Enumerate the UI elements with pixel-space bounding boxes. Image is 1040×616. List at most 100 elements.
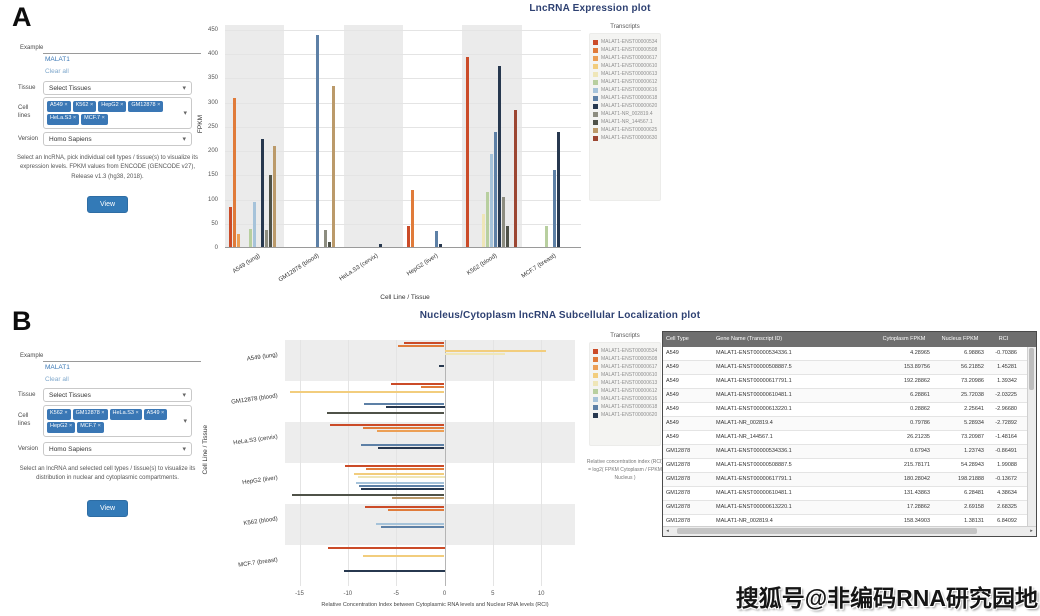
- table-row[interactable]: GM12878 MALAT1-NR_002819.4 158.34903 1.3813…: [663, 515, 1036, 529]
- cell-tag[interactable]: A549: [143, 409, 168, 420]
- y-tick-label: 300: [207, 99, 218, 106]
- legend-label: MALAT1-ENST00000534336.1: [601, 348, 657, 354]
- table-cell: GM12878: [666, 518, 691, 524]
- bar: [498, 66, 501, 248]
- table-cell: MALAT1-ENST00000613220.1: [716, 504, 792, 510]
- y-category-label: A549 (lung): [246, 351, 279, 363]
- table-cell: A549: [666, 378, 679, 384]
- bar: [545, 226, 549, 248]
- scroll-right-icon[interactable]: ▸: [1030, 528, 1033, 534]
- x-tick-label: -5: [393, 591, 399, 597]
- legend-label: MALAT1-ENST00000534336.1: [601, 39, 657, 45]
- clear-all-link[interactable]: Clear all: [45, 376, 69, 383]
- y-tick-label: 150: [207, 172, 218, 179]
- bar: [375, 523, 445, 526]
- table-cell: 153.89756: [904, 364, 930, 370]
- x-tick-label: -15: [295, 591, 304, 597]
- legend-color-chip: [593, 380, 598, 386]
- bar: [421, 385, 445, 388]
- cell-tag[interactable]: K562: [47, 409, 71, 420]
- gene-link[interactable]: MALAT1: [45, 56, 70, 63]
- legend-b-title: Transcripts: [610, 333, 640, 339]
- version-select[interactable]: Homo Sapiens ▾: [43, 442, 192, 456]
- table-cell: 1.45281: [997, 364, 1017, 370]
- gene-input[interactable]: [43, 361, 201, 362]
- clear-all-link[interactable]: Clear all: [45, 68, 69, 75]
- legend-item: MALAT1-ENST00000613220.1: [593, 71, 657, 77]
- cell-tag[interactable]: HeLa.S3: [109, 409, 142, 420]
- bar: [392, 496, 445, 499]
- column-header[interactable]: Cytoplasm FPKM: [882, 336, 926, 342]
- bar: [327, 546, 445, 549]
- legend-label: MALAT1-ENST00000508887.5: [601, 47, 657, 53]
- vertical-scrollbar[interactable]: [1027, 347, 1036, 527]
- table-row[interactable]: A549 MALAT1-ENST00000534336.1 4.28965 6.988…: [663, 347, 1036, 361]
- table-row[interactable]: GM12878 MALAT1-ENST00000617791.1 180.28042…: [663, 473, 1036, 487]
- column-header[interactable]: Cell Type: [666, 336, 689, 342]
- gridline: [299, 340, 301, 586]
- cell-multiselect[interactable]: ▾ A549K562HepG2GM12878 HeLa.S3MCF.7: [43, 97, 192, 129]
- cell-tag[interactable]: MCF.7: [81, 114, 108, 125]
- view-button[interactable]: View: [87, 500, 129, 517]
- table-row[interactable]: GM12878 MALAT1-ENST00000508887.5 215.78171…: [663, 459, 1036, 473]
- cell-tag[interactable]: GM12878: [128, 101, 164, 112]
- tissue-select[interactable]: Select Tissues ▾: [43, 81, 192, 95]
- panel-b-label: B: [12, 306, 32, 336]
- y-tick-label: 50: [211, 220, 218, 227]
- legend-color-chip: [593, 63, 598, 69]
- cell-tag[interactable]: HepG2: [98, 101, 127, 112]
- gene-input[interactable]: [43, 53, 201, 54]
- y-tick-label: 100: [207, 196, 218, 203]
- table-row[interactable]: GM12878 MALAT1-ENST00000610481.1 131.43863…: [663, 487, 1036, 501]
- cell-tag[interactable]: MCF.7: [77, 422, 104, 433]
- legend-label: MALAT1-ENST00000613220.1: [601, 71, 657, 77]
- example-label: Example: [20, 45, 44, 51]
- gene-link[interactable]: MALAT1: [45, 364, 70, 371]
- table-row[interactable]: A549 MALAT1-ENST00000617791.1 192.28862 73.…: [663, 375, 1036, 389]
- table-cell: MALAT1-NR_002819.4: [716, 420, 773, 426]
- view-button[interactable]: View: [87, 196, 129, 213]
- table-row[interactable]: A549 MALAT1-NR_144567.1 26.21235 73.20987 -1…: [663, 431, 1036, 445]
- x-tick-label: 5: [491, 591, 495, 597]
- cell-tag[interactable]: GM12878: [72, 409, 108, 420]
- legend-label: MALAT1-ENST00000613220.1: [601, 380, 657, 386]
- horizontal-scrollbar[interactable]: ◂ ▸: [663, 526, 1036, 536]
- panel-a-controls: Example MALAT1 Clear all Tissue Select T…: [10, 40, 205, 220]
- localization-data-table: Cell Type Gene Name (Transcript ID) Cytopl…: [662, 331, 1037, 537]
- cell-tag[interactable]: HepG2: [47, 422, 76, 433]
- table-cell: MALAT1-ENST00000534336.1: [716, 350, 792, 356]
- table-row[interactable]: A549 MALAT1-NR_002819.4 0.79786 5.28934 -2.7…: [663, 417, 1036, 431]
- tissue-select[interactable]: Select Tissues ▾: [43, 388, 192, 402]
- version-select[interactable]: Homo Sapiens ▾: [43, 132, 192, 146]
- table-row[interactable]: GM12878 MALAT1-ENST00000613220.1 17.28862 2…: [663, 501, 1036, 515]
- bar: [355, 482, 445, 485]
- version-select-value: Homo Sapiens: [49, 445, 92, 453]
- column-header[interactable]: RCI: [998, 336, 1009, 342]
- legend-label: MALAT1-ENST00000625212.1: [601, 127, 657, 133]
- y-category-label: HeLa.S3 (cervix): [232, 433, 279, 446]
- cell-tag[interactable]: HeLa.S3: [47, 114, 80, 125]
- table-row[interactable]: A549 MALAT1-ENST00000610481.1 6.28861 25.72…: [663, 389, 1036, 403]
- y-tick-label: 350: [207, 75, 218, 82]
- legend-color-chip: [593, 404, 598, 410]
- panel-b-title: Nucleus/Cytoplasm lncRNA Subcellular Loc…: [419, 310, 701, 321]
- legend-label: MALAT1-ENST00000617791.1: [601, 364, 657, 370]
- panel-a-help-text: Select an lncRNA, pick individual cell t…: [16, 155, 199, 180]
- horizontal-scrollbar-thumb[interactable]: [677, 528, 977, 534]
- version-label: Version: [18, 136, 39, 142]
- scroll-left-icon[interactable]: ◂: [666, 528, 669, 534]
- table-cell: 25.72038: [961, 392, 984, 398]
- chevron-down-icon: ▾: [182, 85, 186, 92]
- example-label: Example: [20, 353, 44, 359]
- cell-tag[interactable]: K562: [72, 101, 97, 112]
- cell-tag[interactable]: A549: [47, 101, 71, 112]
- cell-multiselect[interactable]: ▾ K562GM12878HeLa.S3A549 HepG2MCF.7: [43, 405, 192, 437]
- table-row[interactable]: GM12878 MALAT1-ENST00000534336.1 0.67943 1.…: [663, 445, 1036, 459]
- legend-b: MALAT1-ENST00000534336.1 MALAT1-ENST00000…: [589, 342, 661, 446]
- table-row[interactable]: A549 MALAT1-ENST00000613220.1 0.28862 2.256…: [663, 403, 1036, 417]
- column-header[interactable]: Nucleus FPKM: [941, 336, 979, 342]
- column-header[interactable]: Gene Name (Transcript ID): [716, 336, 783, 342]
- vertical-scrollbar-thumb[interactable]: [1029, 348, 1034, 390]
- table-row[interactable]: A549 MALAT1-ENST00000508887.5 153.89756 56.…: [663, 361, 1036, 375]
- bar: [482, 214, 485, 248]
